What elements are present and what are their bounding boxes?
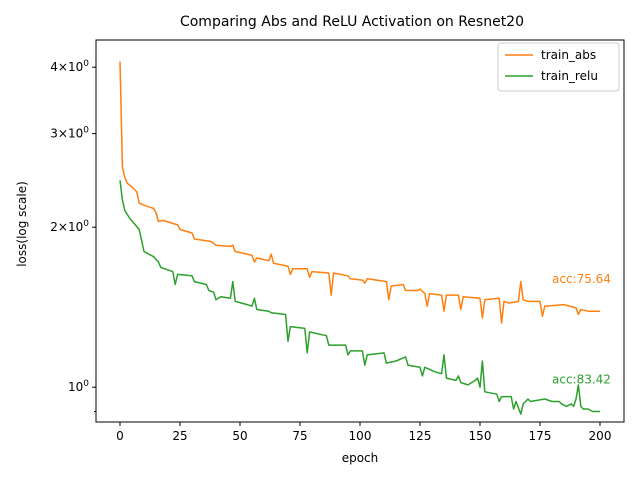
y-tick-label: 3×100 xyxy=(50,126,89,141)
series-group xyxy=(119,61,600,415)
legend-label-train_relu: train_relu xyxy=(541,69,598,83)
x-axis-label: epoch xyxy=(342,451,379,465)
y-tick-label: 100 xyxy=(68,379,89,394)
chart-title: Comparing Abs and ReLU Activation on Res… xyxy=(180,14,524,30)
x-tick-label: 175 xyxy=(529,429,552,443)
y-tick-label: 2×100 xyxy=(50,219,89,234)
x-tick-label: 25 xyxy=(172,429,187,443)
plot-frame xyxy=(95,39,625,423)
accuracy-annotation-train_abs: acc:75.64 xyxy=(552,272,611,286)
legend-label-train_abs: train_abs xyxy=(541,48,596,62)
x-tick-label: 125 xyxy=(409,429,432,443)
y-axis: 100 2×100 3×100 4×100 xyxy=(50,59,96,413)
x-tick-label: 200 xyxy=(589,429,612,443)
x-axis: 0 25 50 75 100 125 150 175 200 xyxy=(116,422,611,443)
legend: train_abs train_relu xyxy=(497,42,620,92)
series-line-train_relu xyxy=(119,180,600,415)
series-line-train_abs xyxy=(119,61,600,324)
x-tick-label: 0 xyxy=(116,429,124,443)
y-axis-label: loss(log scale) xyxy=(15,181,29,267)
x-tick-label: 100 xyxy=(349,429,372,443)
accuracy-annotation-train_relu: acc:83.42 xyxy=(552,373,611,387)
x-tick-label: 75 xyxy=(292,429,307,443)
y-tick-label: 4×100 xyxy=(50,59,89,74)
x-tick-label: 150 xyxy=(469,429,492,443)
x-tick-label: 50 xyxy=(232,429,247,443)
annotations-group: acc:75.64 acc:83.42 xyxy=(552,272,611,386)
